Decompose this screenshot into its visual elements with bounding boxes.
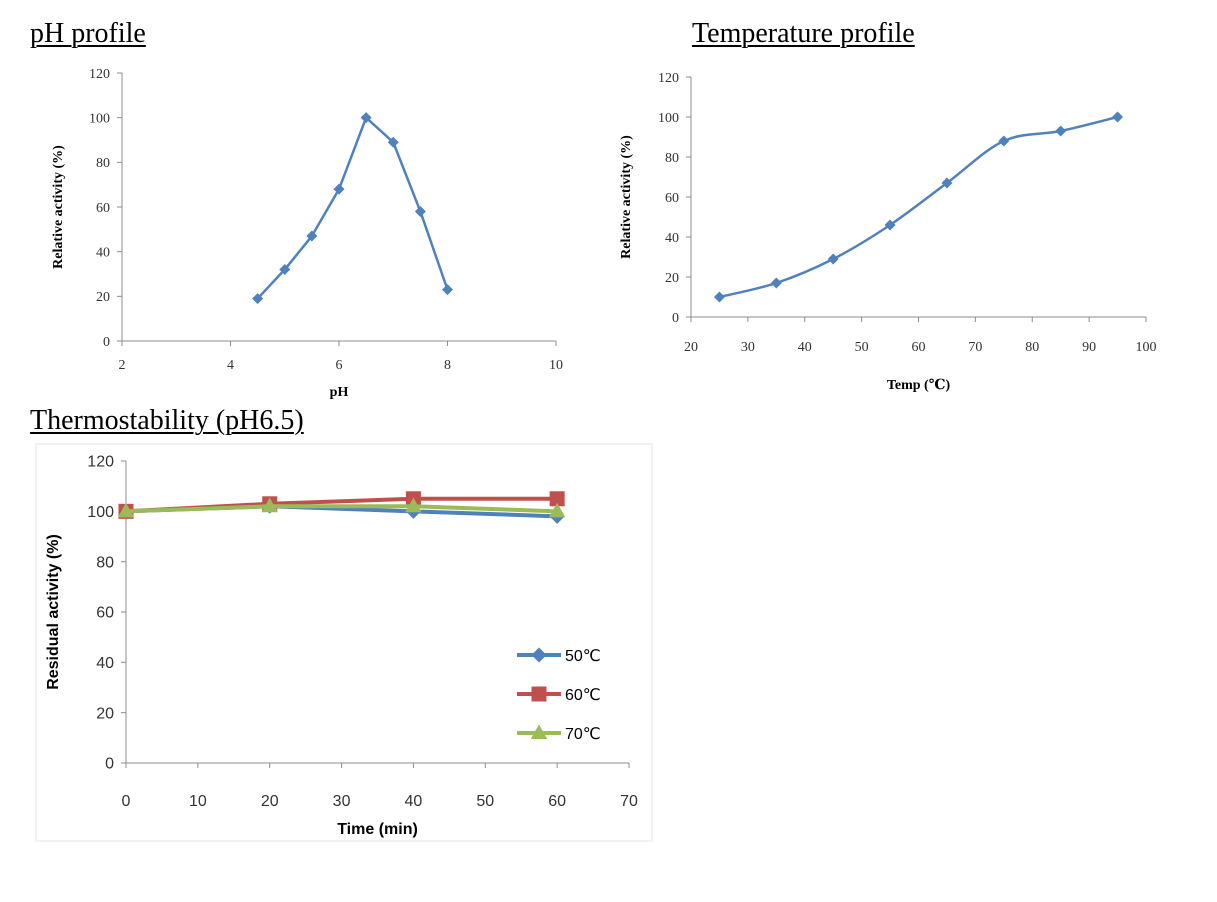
series-line: [256, 116, 449, 300]
x-tick-label: 90: [1082, 340, 1096, 355]
y-tick-label: 80: [96, 554, 114, 571]
x-tick-label: 100: [1136, 340, 1157, 355]
data-point: [1112, 111, 1124, 123]
y-tick-label: 20: [96, 705, 114, 722]
y-tick-label: 0: [103, 335, 110, 350]
x-axis-label: Temp (℃): [887, 378, 951, 393]
data-point: [442, 284, 453, 296]
data-point: [414, 205, 426, 217]
x-tick-label: 70: [620, 793, 638, 810]
x-tick-label: 8: [444, 358, 451, 373]
x-tick-label: 10: [189, 793, 207, 810]
y-tick-label: 40: [96, 246, 110, 261]
series-line: [125, 504, 558, 514]
x-tick-label: 4: [227, 358, 234, 373]
x-tick-label: 20: [684, 340, 698, 355]
data-point: [306, 230, 318, 242]
y-tick-label: 40: [96, 655, 114, 672]
x-tick-label: 2: [119, 358, 126, 373]
x-tick-label: 60: [548, 793, 566, 810]
data-point: [261, 497, 278, 513]
y-axis-label: Relative activity (%): [619, 135, 634, 259]
data-point: [360, 112, 372, 124]
y-tick-label: 0: [105, 756, 114, 773]
y-tick-label: 100: [87, 504, 114, 521]
y-tick-label: 80: [96, 156, 110, 171]
y-axis-label: Residual activity (%): [45, 534, 62, 690]
legend-marker: [530, 724, 548, 739]
x-tick-label: 30: [741, 340, 755, 355]
ph-profile-title: pH profile: [30, 18, 146, 49]
data-point: [548, 502, 566, 518]
data-point: [713, 291, 725, 303]
x-axis-label: pH: [330, 385, 349, 400]
y-tick-label: 80: [665, 151, 679, 166]
y-tick-label: 120: [89, 67, 110, 82]
data-point: [770, 277, 782, 289]
y-tick-label: 60: [665, 191, 679, 206]
x-axis-label: Time (min): [337, 821, 418, 838]
y-axis-label: Relative activity (%): [51, 145, 66, 269]
data-point: [117, 502, 135, 518]
y-tick-label: 120: [87, 454, 114, 471]
x-tick-label: 10: [549, 358, 563, 373]
data-point: [549, 491, 565, 507]
y-tick-label: 100: [658, 111, 679, 126]
x-tick-label: 6: [336, 358, 343, 373]
x-tick-label: 80: [1025, 340, 1039, 355]
legend-label: 60℃: [565, 687, 601, 704]
chart-frame: [35, 443, 653, 842]
data-point: [998, 135, 1010, 147]
legend-label: 70℃: [565, 726, 601, 743]
y-tick-label: 100: [89, 112, 110, 127]
x-tick-label: 60: [912, 340, 926, 355]
data-point: [941, 177, 953, 189]
data-point: [387, 136, 399, 148]
data-point: [279, 264, 291, 276]
y-tick-label: 20: [665, 271, 679, 286]
x-tick-label: 70: [968, 340, 982, 355]
y-tick-label: 120: [658, 71, 679, 86]
data-point: [252, 293, 264, 305]
x-tick-label: 50: [855, 340, 869, 355]
legend-label: 50℃: [565, 648, 601, 665]
x-tick-label: 0: [122, 793, 131, 810]
y-tick-label: 20: [96, 290, 110, 305]
x-tick-label: 20: [261, 793, 279, 810]
data-point: [333, 183, 345, 195]
x-tick-label: 30: [333, 793, 351, 810]
data-point: [884, 219, 896, 231]
data-point: [405, 497, 422, 513]
y-tick-label: 0: [672, 311, 679, 326]
x-tick-label: 40: [798, 340, 812, 355]
y-tick-label: 60: [96, 201, 110, 216]
data-point: [1055, 125, 1067, 137]
x-tick-label: 50: [476, 793, 494, 810]
temperature-profile-title: Temperature profile: [692, 18, 915, 49]
x-tick-label: 40: [405, 793, 423, 810]
data-point: [827, 253, 839, 265]
y-tick-label: 40: [665, 231, 679, 246]
series-line: [719, 115, 1118, 299]
y-tick-label: 60: [96, 605, 114, 622]
thermostability-title: Thermostability (pH6.5): [30, 405, 304, 436]
legend-marker: [531, 647, 547, 663]
legend-marker: [531, 686, 547, 702]
